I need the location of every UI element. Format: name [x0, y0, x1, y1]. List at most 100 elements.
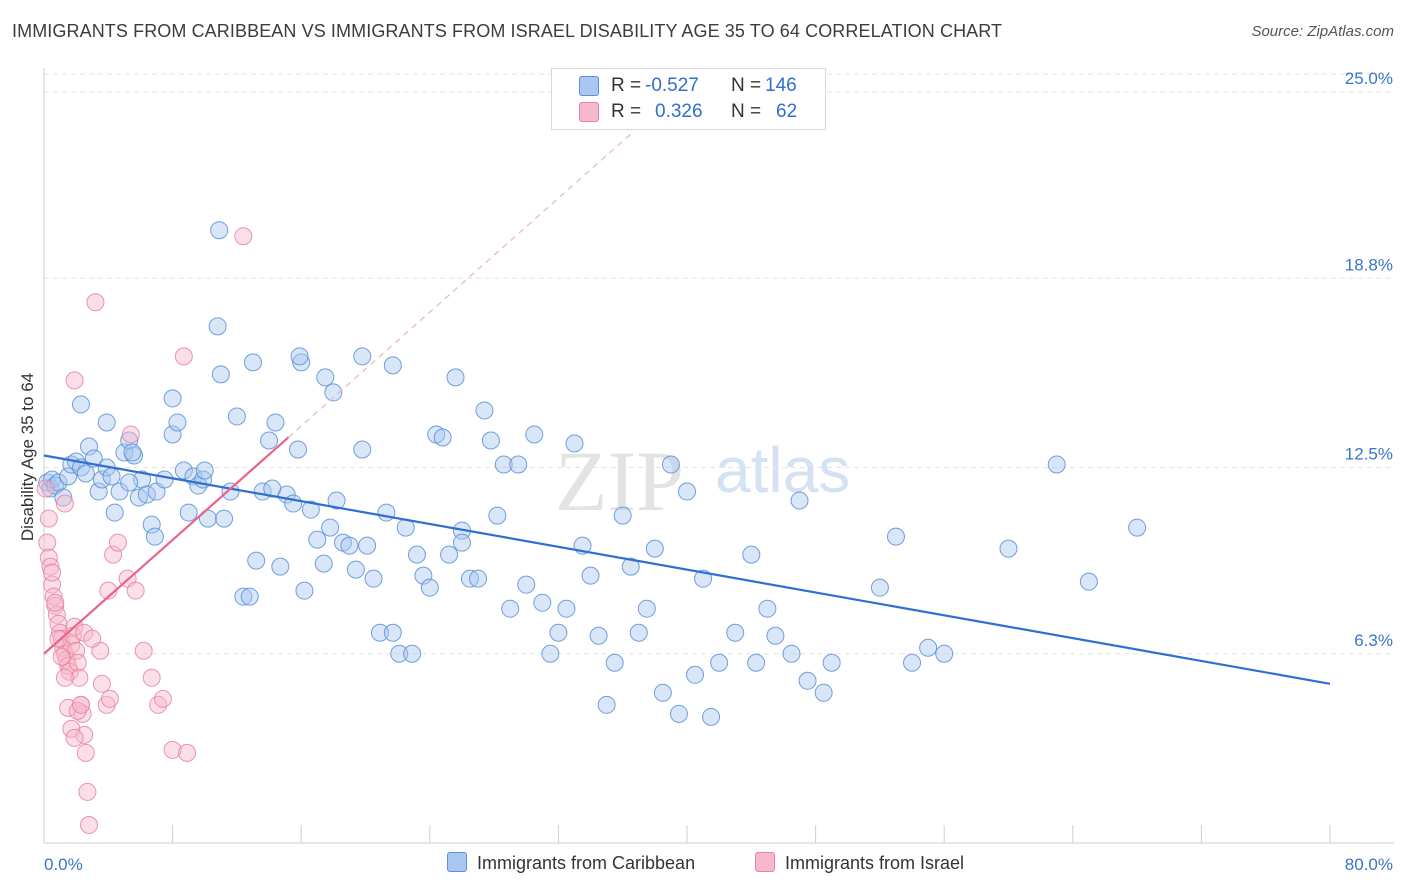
israel-legend-swatch	[755, 852, 775, 872]
r-value: 0.326	[655, 101, 703, 122]
caribbean-point	[822, 653, 841, 672]
stats-row-israel: R = 0.326 N = 62	[552, 101, 827, 125]
caribbean-point	[145, 527, 164, 546]
caribbean-point	[383, 623, 402, 642]
caribbean-point	[782, 644, 801, 663]
tick-labels: 6.3% 12.5% 18.8% 25.0% 0.0% 80.0%	[44, 69, 1393, 874]
caribbean-point	[747, 653, 766, 672]
caribbean-point	[155, 470, 174, 489]
legend-label-caribbean: Immigrants from Caribbean	[477, 853, 696, 873]
caribbean-point	[221, 482, 240, 501]
caribbean-point	[97, 413, 116, 432]
israel-point	[163, 740, 182, 759]
israel-point	[149, 695, 168, 714]
caribbean-point	[295, 581, 314, 600]
watermark: ZIP atlas	[555, 433, 850, 529]
caribbean-point	[120, 473, 139, 492]
caribbean-point	[446, 368, 465, 387]
israel-swatch	[579, 102, 599, 122]
israel-point	[142, 668, 161, 687]
caribbean-point	[452, 533, 471, 552]
legend-item-israel[interactable]: Immigrants from Israel	[755, 852, 964, 874]
caribbean-point	[321, 518, 340, 537]
chart-title: IMMIGRANTS FROM CARIBBEAN VS IMMIGRANTS …	[12, 21, 1003, 41]
caribbean-point	[814, 683, 833, 702]
caribbean-point	[403, 644, 422, 663]
israel-point	[71, 695, 90, 714]
caribbean-point	[234, 587, 253, 606]
caribbean-point	[163, 389, 182, 408]
caribbean-point	[999, 539, 1018, 558]
caribbean-point	[605, 653, 624, 672]
watermark-zip: ZIP	[555, 433, 684, 529]
caribbean-point	[227, 407, 246, 426]
caribbean-point	[346, 560, 365, 579]
n-value: 146	[765, 75, 797, 96]
israel-point	[126, 581, 145, 600]
r-value: -0.527	[645, 75, 699, 96]
caribbean-point	[420, 578, 439, 597]
caribbean-point	[790, 491, 809, 510]
caribbean-point	[123, 443, 142, 462]
israel-point	[83, 629, 102, 648]
caribbean-point	[1079, 572, 1098, 591]
caribbean-point	[76, 464, 95, 483]
caribbean-point	[433, 428, 452, 447]
caribbean-trend-line	[43, 454, 1331, 685]
caribbean-point	[621, 557, 640, 576]
caribbean-point	[308, 530, 327, 549]
caribbean-point	[645, 539, 664, 558]
caribbean-legend-swatch	[447, 852, 467, 872]
caribbean-point	[678, 482, 696, 501]
caribbean-point	[686, 665, 705, 684]
israel-point	[44, 587, 63, 606]
legend-item-caribbean[interactable]: Immigrants from Caribbean	[447, 852, 695, 874]
israel-point	[86, 293, 105, 312]
caribbean-point	[210, 221, 229, 240]
x-tick-label-min: 0.0%	[44, 855, 83, 874]
caribbean-point	[613, 506, 632, 525]
caribbean-point	[174, 461, 193, 480]
r-label: R =	[611, 75, 642, 96]
stats-row-caribbean: R = -0.527 N = 146	[552, 75, 827, 99]
caribbean-point	[903, 653, 922, 672]
israel-point	[65, 728, 84, 747]
caribbean-point	[59, 467, 78, 486]
israel-point	[49, 629, 68, 648]
caribbean-point	[669, 704, 688, 723]
caribbean-point	[919, 638, 938, 657]
caribbean-point	[589, 626, 608, 645]
y-tick-label: 6.3%	[1354, 631, 1393, 650]
israel-point	[153, 689, 172, 708]
caribbean-point	[629, 623, 648, 642]
caribbean-point	[637, 599, 656, 618]
caribbean-point	[935, 644, 954, 663]
israel-point	[121, 425, 140, 444]
caribbean-point	[565, 434, 584, 453]
legend-label-israel: Immigrants from Israel	[785, 853, 965, 873]
israel-point	[65, 371, 84, 390]
n-value: 62	[776, 101, 798, 122]
caribbean-point	[71, 395, 90, 414]
israel-point	[134, 641, 153, 660]
caribbean-point	[481, 431, 500, 450]
israel-point	[178, 743, 197, 762]
source-label: Source: ZipAtlas.com	[1251, 23, 1394, 40]
israel-point	[55, 644, 74, 663]
caribbean-point	[541, 644, 560, 663]
series-legend: Immigrants from Caribbean Immigrants fro…	[0, 852, 1406, 878]
israel-point	[70, 668, 89, 687]
n-label: N =	[731, 101, 762, 122]
israel-point	[39, 548, 58, 567]
israel-point	[76, 743, 95, 762]
israel-point	[55, 494, 74, 513]
israel-point	[46, 593, 65, 612]
caribbean-point	[475, 401, 494, 420]
caribbean-point	[163, 425, 182, 444]
caribbean-point	[179, 503, 198, 522]
caribbean-point	[211, 365, 230, 384]
israel-point	[174, 347, 193, 366]
caribbean-point	[137, 485, 156, 504]
caribbean-point	[1128, 518, 1147, 537]
israel-point	[78, 782, 97, 801]
